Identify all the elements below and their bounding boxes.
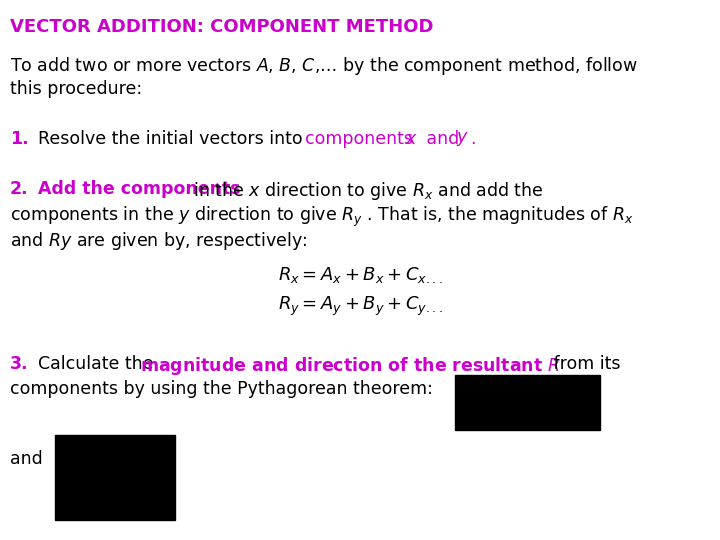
Text: $x$: $x$ (405, 130, 418, 148)
Text: $y$: $y$ (456, 130, 469, 148)
Text: .: . (470, 130, 475, 148)
Text: Calculate the: Calculate the (38, 355, 159, 373)
FancyBboxPatch shape (55, 435, 175, 520)
Text: in the $x$ direction to give $R_x$ and add the: in the $x$ direction to give $R_x$ and a… (188, 180, 544, 202)
Text: Add the components: Add the components (38, 180, 240, 198)
Text: and $Ry$ are given by, respectively:: and $Ry$ are given by, respectively: (10, 230, 307, 252)
Text: components: components (305, 130, 418, 148)
Text: Resolve the initial vectors into: Resolve the initial vectors into (38, 130, 308, 148)
Text: To add two or more vectors $A$, $B$, $C$,… by the component method, follow
this : To add two or more vectors $A$, $B$, $C$… (10, 55, 638, 98)
Text: and: and (421, 130, 464, 148)
Text: components by using the Pythagorean theorem:: components by using the Pythagorean theo… (10, 380, 433, 398)
Text: components in the $y$ direction to give $R_y$ . That is, the magnitudes of $R_x$: components in the $y$ direction to give … (10, 205, 634, 229)
Text: from its: from its (548, 355, 621, 373)
Text: and: and (10, 450, 42, 468)
Text: 3.: 3. (10, 355, 29, 373)
Text: $R_y = A_y + B_y + C_{y...}$: $R_y = A_y + B_y + C_{y...}$ (277, 295, 443, 318)
Text: 2.: 2. (10, 180, 29, 198)
Text: VECTOR ADDITION: COMPONENT METHOD: VECTOR ADDITION: COMPONENT METHOD (10, 18, 433, 36)
Text: 1.: 1. (10, 130, 29, 148)
Text: magnitude and direction of the resultant $R$: magnitude and direction of the resultant… (140, 355, 560, 377)
FancyBboxPatch shape (455, 375, 600, 430)
Text: $R_x = A_x + B_x + C_{x...}$: $R_x = A_x + B_x + C_{x...}$ (277, 265, 443, 285)
